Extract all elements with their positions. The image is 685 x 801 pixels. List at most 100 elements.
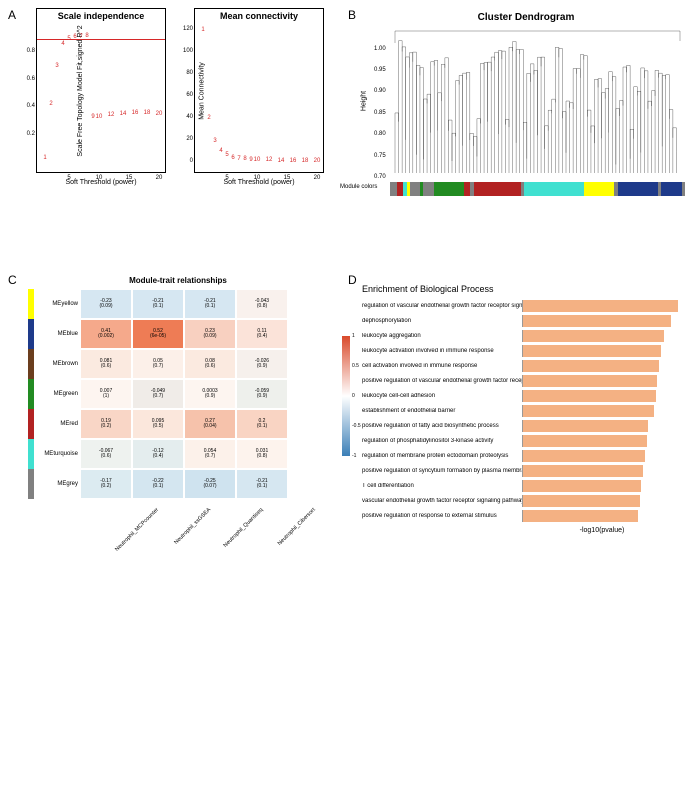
- data-point: 5: [67, 36, 70, 42]
- enrichment-bar: [523, 450, 645, 462]
- heatmap-cell: 0.054(0.7): [184, 439, 236, 469]
- enrichment-label: vascular endothelial growth factor recep…: [362, 498, 522, 504]
- x-tick: 5: [67, 175, 70, 181]
- y-tick: 40: [181, 114, 193, 120]
- enrichment-bar: [523, 420, 648, 432]
- heatmap-cell: -0.049(0.7): [132, 379, 184, 409]
- y-tick: 120: [181, 26, 193, 32]
- data-point: 9: [249, 157, 252, 163]
- scale-chart: Scale independence Scale Free Topology M…: [36, 8, 166, 173]
- y-tick: 0.4: [23, 103, 35, 109]
- heatmap-cell: -0.059(0.9): [236, 379, 288, 409]
- heatmap-cell: -0.22(0.1): [132, 469, 184, 499]
- enrichment-label: leukocyte activation involved in immune …: [362, 348, 522, 354]
- module-segment: [390, 182, 397, 196]
- x-tick: 15: [126, 175, 133, 181]
- heatmap-cell: -0.21(0.1): [236, 469, 288, 499]
- heatmap-cell: 0.23(0.09): [184, 319, 236, 349]
- panel-d-label: D: [348, 273, 357, 287]
- x-tick: 20: [156, 175, 163, 181]
- y-tick: 20: [181, 136, 193, 142]
- enrichment-bar: [523, 315, 671, 327]
- module-segment: [464, 182, 471, 196]
- enrichment-label: positive regulation of response to exter…: [362, 513, 522, 519]
- module-colors-label: Module colors: [340, 184, 377, 190]
- y-tick: 0.8: [23, 48, 35, 54]
- data-point: 20: [314, 158, 321, 164]
- x-tick: 15: [284, 175, 291, 181]
- enrichment-label: positive regulation of vascular endothel…: [362, 378, 522, 384]
- enrichment-row: leukocyte activation involved in immune …: [362, 343, 682, 358]
- data-point: 2: [207, 115, 210, 121]
- dendro-tick: 0.70: [374, 174, 386, 180]
- data-point: 18: [302, 158, 309, 164]
- y-tick: 0.6: [23, 76, 35, 82]
- enrichment-label: leukocyte cell-cell adhesion: [362, 393, 522, 399]
- data-point: 4: [61, 41, 64, 47]
- data-point: 5: [225, 152, 228, 158]
- enrichment-label: T cell differentiation: [362, 483, 522, 489]
- y-tick: 0: [181, 158, 193, 164]
- heatmap-cell: 0.007(1): [80, 379, 132, 409]
- heatmap-cell: 0.2(0.1): [236, 409, 288, 439]
- heatmap-cell: 0.11(0.4): [236, 319, 288, 349]
- enrichment-row: vascular endothelial growth factor recep…: [362, 493, 682, 508]
- panel-a-label: A: [8, 8, 16, 22]
- heatmap-col-label: Neutrophil_MCPcounter: [114, 507, 160, 553]
- enrichment-bar: [523, 360, 659, 372]
- x-tick: 5: [225, 175, 228, 181]
- heatmap-col-label: Neutrophil_Quantiseq: [222, 507, 264, 549]
- enrichment-bar: [523, 480, 641, 492]
- heatmap-cell: 0.27(0.04): [184, 409, 236, 439]
- heatmap-cell: -0.12(0.4): [132, 439, 184, 469]
- conn-chart: Mean connectivity Mean Connectivity Soft…: [194, 8, 324, 173]
- data-point: 6: [231, 155, 234, 161]
- data-point: 7: [237, 156, 240, 162]
- dendro-tick: 1.00: [374, 46, 386, 52]
- panel-c-label: C: [8, 273, 17, 287]
- data-point: 8: [85, 33, 88, 39]
- enrichment-row: regulation of membrane protein ectodomai…: [362, 448, 682, 463]
- module-segment: [410, 182, 420, 196]
- enrichment-label: cell activation involved in immune respo…: [362, 363, 522, 369]
- enrichment-row: positive regulation of fatty acid biosyn…: [362, 418, 682, 433]
- heatmap-cell: 0.095(0.5): [132, 409, 184, 439]
- data-point: 20: [156, 111, 163, 117]
- enrichment-title: Enrichment of Biological Process: [362, 284, 682, 294]
- enrichment-label: positive regulation of fatty acid biosyn…: [362, 423, 522, 429]
- y-tick: 100: [181, 48, 193, 54]
- module-segment: [474, 182, 521, 196]
- data-point: 8: [243, 156, 246, 162]
- dendro-tick: 0.90: [374, 88, 386, 94]
- data-point: 7: [79, 34, 82, 40]
- data-point: 4: [219, 148, 222, 154]
- scale-title: Scale independence: [37, 11, 165, 21]
- legend-tick: -1: [352, 453, 356, 459]
- enrichment-label: leukocyte aggregation: [362, 333, 522, 339]
- heatmap-col-label: Neutrophil_Cibersort: [276, 507, 316, 547]
- data-point: 1: [43, 155, 46, 161]
- heatmap-row-label: MEgrey: [28, 469, 80, 499]
- enrichment-label: regulation of vascular endothelial growt…: [362, 303, 522, 309]
- x-tick: 10: [254, 175, 261, 181]
- enrichment-bar: [523, 510, 638, 522]
- enrichment-row: regulation of vascular endothelial growt…: [362, 298, 682, 313]
- data-point: 16: [132, 110, 139, 116]
- module-segment: [584, 182, 614, 196]
- enrichment-bar: [523, 300, 678, 312]
- enrichment-row: regulation of phosphatidylinositol 3-kin…: [362, 433, 682, 448]
- heatmap-cell: 0.05(0.7): [132, 349, 184, 379]
- legend-tick: 1: [352, 333, 355, 339]
- enrichment-row: leukocyte cell-cell adhesion: [362, 388, 682, 403]
- enrichment-bar: [523, 465, 643, 477]
- enrichment-label: regulation of phosphatidylinositol 3-kin…: [362, 438, 522, 444]
- enrichment-row: dephosphorylation: [362, 313, 682, 328]
- dendro-ylabel: Height: [361, 90, 368, 110]
- enrichment-label: positive regulation of syncytium formati…: [362, 468, 522, 474]
- enrichment-bar: [523, 405, 654, 417]
- module-segment: [661, 182, 681, 196]
- heatmap-cell: -0.026(0.9): [236, 349, 288, 379]
- enrichment-row: leukocyte aggregation: [362, 328, 682, 343]
- enrichment-bar: [523, 435, 647, 447]
- legend-tick: 0: [352, 393, 355, 399]
